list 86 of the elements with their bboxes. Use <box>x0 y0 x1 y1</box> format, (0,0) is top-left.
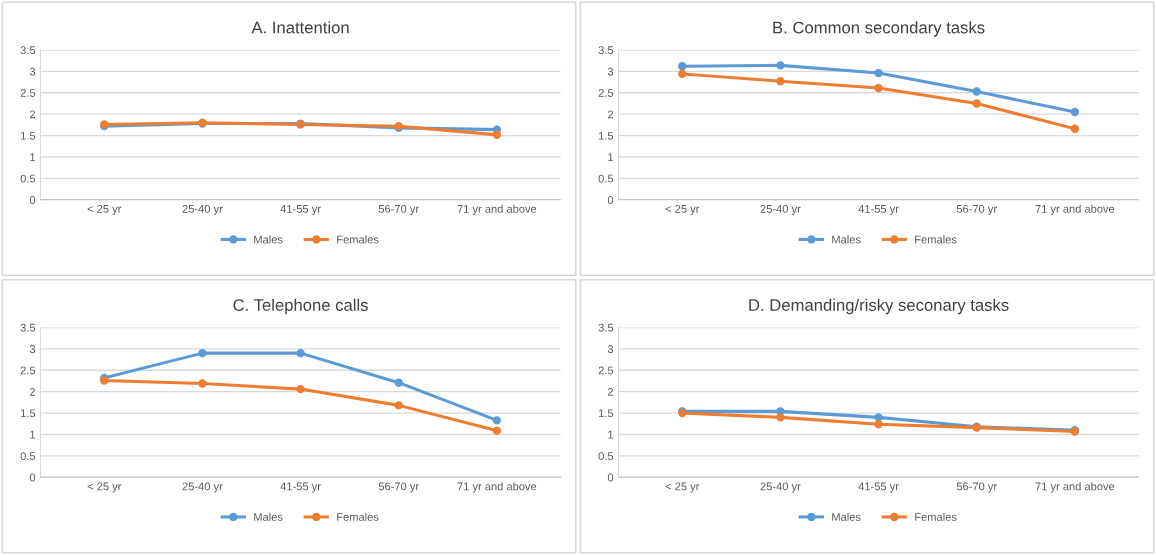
y-tick-label: 3.5 <box>598 46 614 55</box>
point <box>776 77 785 86</box>
point <box>874 83 883 93</box>
y-tick-label: 2.5 <box>598 89 614 97</box>
y-tick-label: 2 <box>607 110 614 119</box>
x-tick-label: 25-40 yr <box>760 204 801 216</box>
x-tick-label: 71 yr and above <box>457 482 537 493</box>
x-tick-label: 56-70 yr <box>378 204 419 216</box>
y-tick-label: 3.5 <box>20 46 36 55</box>
y-tick-label: 2.5 <box>20 89 36 97</box>
x-tick-label: 56-70 yr <box>956 204 997 216</box>
point <box>492 130 502 139</box>
legend-label: Females <box>337 512 379 521</box>
y-tick-label: 2 <box>29 110 36 119</box>
point <box>776 413 785 422</box>
x-tick-label: 71 yr and above <box>1035 482 1115 493</box>
y-tick-label: 3 <box>29 67 36 76</box>
x-tick-label: 71 yr and above <box>1035 204 1115 216</box>
point <box>874 68 883 78</box>
y-tick-label: 0.5 <box>20 174 36 183</box>
point <box>678 69 687 79</box>
chart-title: C. Telephone calls <box>233 298 368 315</box>
y-tick-label: 2 <box>607 387 614 396</box>
y-tick-label: 3.5 <box>598 323 614 332</box>
point <box>1070 107 1080 117</box>
legend-label: Females <box>915 235 957 244</box>
y-tick-label: 0 <box>607 196 614 204</box>
legend-label: Males <box>254 235 283 244</box>
point <box>972 87 981 96</box>
x-tick-label: 41-55 yr <box>858 205 899 216</box>
y-tick-label: 0.5 <box>598 174 614 183</box>
point <box>198 379 207 388</box>
x-tick-label: 56-70 yr <box>378 482 419 493</box>
y-tick-label: 1 <box>30 430 36 439</box>
y-tick-label: 2.5 <box>598 366 614 375</box>
x-tick-label: < 25 yr <box>87 204 122 216</box>
point <box>198 348 207 358</box>
x-tick-label: 25-40 yr <box>182 204 223 216</box>
point <box>678 62 687 71</box>
point <box>874 420 883 429</box>
legend-label: Males <box>832 235 861 244</box>
y-tick-label: 0 <box>29 196 36 204</box>
y-tick-label: 1 <box>608 153 614 162</box>
y-tick-label: 0.5 <box>598 452 614 461</box>
x-tick-label: 25-40 yr <box>182 482 223 493</box>
x-tick-label: < 25 yr <box>87 482 122 493</box>
point <box>394 401 403 410</box>
x-tick-label: 41-55 yr <box>280 205 321 216</box>
x-tick-label: 56-70 yr <box>956 482 997 493</box>
x-tick-label: < 25 yr <box>665 482 700 493</box>
x-tick-label: 25-40 yr <box>760 482 801 493</box>
point <box>394 378 403 387</box>
y-tick-label: 1.5 <box>21 131 36 140</box>
point <box>296 384 305 394</box>
chart-title: B. Common secondary tasks <box>773 21 985 37</box>
point <box>972 99 981 108</box>
point <box>492 416 502 425</box>
chart-title: A. Inattention <box>251 21 349 34</box>
y-tick-label: 1.5 <box>599 409 614 418</box>
x-tick-label: 41-55 yr <box>280 482 321 493</box>
y-tick-label: 3 <box>607 345 614 353</box>
legend-label: Females <box>337 235 379 244</box>
point <box>492 426 502 435</box>
y-tick-label: 2.5 <box>20 366 36 375</box>
x-tick-label: 71 yr and above <box>457 204 537 216</box>
legend-label: Females <box>915 512 957 521</box>
y-tick-label: 3 <box>607 67 614 76</box>
y-tick-label: 3 <box>29 345 36 353</box>
chart-title: D. Demanding/risky seconary tasks <box>749 298 1009 315</box>
y-tick-label: 0.5 <box>20 452 36 461</box>
y-tick-label: 2 <box>29 387 36 396</box>
y-tick-label: 1.5 <box>599 131 614 140</box>
x-tick-label: 41-55 yr <box>858 482 899 493</box>
legend-label: Males <box>254 512 283 521</box>
y-tick-label: 1.5 <box>21 409 36 418</box>
point <box>1070 124 1080 133</box>
y-tick-label: 1 <box>608 430 614 439</box>
point <box>776 61 785 70</box>
point <box>874 413 883 422</box>
y-tick-label: 0 <box>607 473 614 482</box>
y-tick-label: 1 <box>30 153 36 162</box>
y-tick-label: 0 <box>29 473 36 482</box>
y-tick-label: 3.5 <box>20 323 36 332</box>
x-tick-label: < 25 yr <box>665 204 700 216</box>
legend-label: Males <box>832 512 861 521</box>
point <box>296 348 305 358</box>
